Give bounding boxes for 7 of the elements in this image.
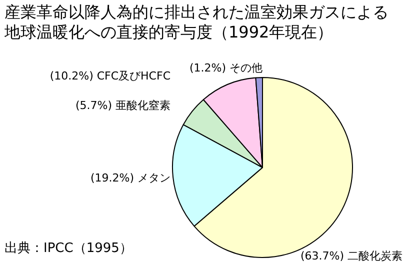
slice-label: (5.7%) 亜酸化窒素 [75,99,171,112]
slice-label: (10.2%) CFC及びHCFC [50,70,171,83]
source-note: 出典：IPCC（1995） [4,241,132,256]
slice-label: (1.2%) その他 [189,62,263,74]
slice-label: (19.2%) メタン [90,172,171,185]
slice-label: (63.7%) 二酸化炭素 [300,250,403,262]
chart-title: 産業革命以降人為的に排出された温室効果ガスによる地球温暖化への直接的寄与度（1992年現在） [4,2,388,42]
